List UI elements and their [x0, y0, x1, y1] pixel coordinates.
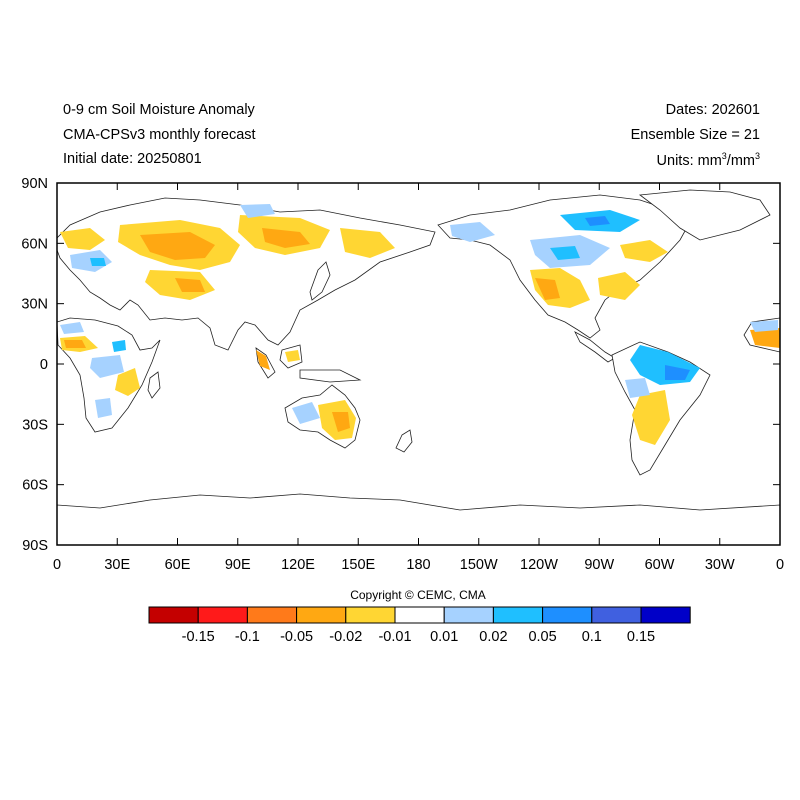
dry-anomalies: [60, 215, 780, 445]
title-line-3: Initial date: 20250801: [63, 151, 202, 167]
colorbar-label: 0.1: [582, 629, 602, 645]
colorbar: [148, 606, 691, 624]
lon-label: 150W: [460, 557, 498, 573]
lon-label: 120E: [281, 557, 315, 573]
lon-label: 30W: [705, 557, 735, 573]
colorbar-swatch: [197, 606, 248, 624]
colorbar-swatch: [443, 606, 494, 624]
lon-label: 60E: [165, 557, 191, 573]
title-line-2: CMA-CPSv3 monthly forecast: [63, 127, 256, 143]
lat-label: 60S: [22, 478, 48, 494]
colorbar-swatch: [591, 606, 642, 624]
colorbar-swatch: [296, 606, 347, 624]
lat-label: 60N: [21, 236, 48, 252]
colorbar-label: 0.05: [528, 629, 556, 645]
colorbar-label: 0.01: [430, 629, 458, 645]
lat-label: 0: [40, 357, 48, 373]
wet-anomalies: [60, 204, 778, 424]
colorbar-label: 0.02: [479, 629, 507, 645]
colorbar-swatch: [345, 606, 396, 624]
lon-label: 150E: [341, 557, 375, 573]
colorbar-swatch: [394, 606, 445, 624]
colorbar-labels: -0.15 -0.1 -0.05 -0.02 -0.01 0.01 0.02 0.05 0.1 0…: [182, 629, 655, 645]
lon-label: 60W: [645, 557, 675, 573]
colorbar-label: -0.01: [378, 629, 411, 645]
lat-label: 30N: [21, 297, 48, 313]
colorbar-label: -0.15: [182, 629, 215, 645]
lat-label: 90S: [22, 538, 48, 554]
copyright-text: Copyright © CEMC, CMA: [350, 588, 486, 602]
colorbar-label: -0.02: [329, 629, 362, 645]
units-label: Units: mm3/mm3: [656, 151, 760, 169]
colorbar-label: 0.15: [627, 629, 655, 645]
axis-ticks: [56, 182, 781, 546]
colorbar-label: -0.1: [235, 629, 260, 645]
lon-label: 90E: [225, 557, 251, 573]
colorbar-swatch: [542, 606, 593, 624]
lon-label: 120W: [520, 557, 558, 573]
lon-label: 180: [406, 557, 430, 573]
lat-label: 90N: [21, 176, 48, 192]
lon-label: 0: [53, 557, 61, 573]
colorbar-swatch: [640, 606, 691, 624]
colorbar-label: -0.05: [280, 629, 313, 645]
axis-labels: 90N 60N 30N 0 30S 60S 90S 0 30E 60E 90E 120E 150E 180…: [21, 176, 784, 573]
lon-label: 30E: [104, 557, 130, 573]
lon-label: 0: [776, 557, 784, 573]
ensemble-label: Ensemble Size = 21: [630, 127, 760, 143]
colorbar-swatch: [148, 606, 199, 624]
colorbar-swatch: [492, 606, 544, 624]
lat-label: 30S: [22, 417, 48, 433]
dates-label: Dates: 202601: [665, 102, 760, 118]
lon-label: 90W: [584, 557, 614, 573]
anomaly-field: [57, 189, 780, 545]
title-line-1: 0-9 cm Soil Moisture Anomaly: [63, 102, 255, 118]
colorbar-swatch: [246, 606, 298, 624]
